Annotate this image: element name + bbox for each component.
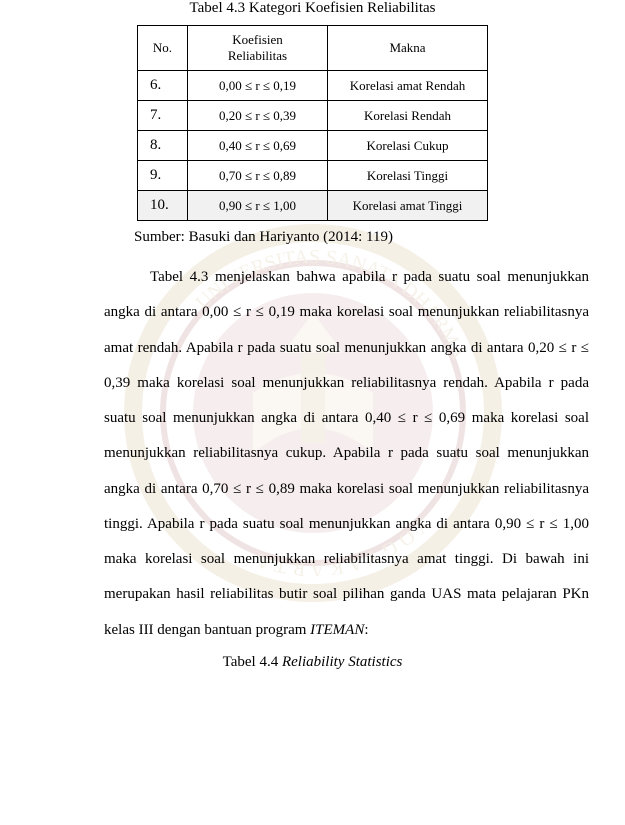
table-row: 7.0,20 ≤ r ≤ 0,39Korelasi Rendah (138, 101, 488, 131)
cell-koefisien: 0,20 ≤ r ≤ 0,39 (188, 101, 328, 131)
header-koefisien: Koefisien Reliabilitas (188, 26, 328, 71)
header-no: No. (138, 26, 188, 71)
cell-makna: Korelasi Cukup (328, 131, 488, 161)
cell-makna: Korelasi Tinggi (328, 161, 488, 191)
table-row: 8.0,40 ≤ r ≤ 0,69Korelasi Cukup (138, 131, 488, 161)
cell-makna: Korelasi amat Rendah (328, 71, 488, 101)
paragraph-text: Tabel 4.3 menjelaskan bahwa apabila r pa… (104, 269, 589, 638)
cell-no: 9. (138, 161, 188, 191)
cell-no: 6. (138, 71, 188, 101)
cell-makna: Korelasi Rendah (328, 101, 488, 131)
table-row: 9.0,70 ≤ r ≤ 0,89Korelasi Tinggi (138, 161, 488, 191)
page-content: Tabel 4.3 Kategori Koefisien Reliabilita… (0, 0, 625, 671)
paragraph-tail: : (364, 622, 368, 638)
table-caption-bottom: Tabel 4.4 Reliability Statistics (30, 654, 595, 671)
cell-no: 10. (138, 191, 188, 221)
cell-no: 8. (138, 131, 188, 161)
table-row: 6.0,00 ≤ r ≤ 0,19Korelasi amat Rendah (138, 71, 488, 101)
cell-koefisien: 0,40 ≤ r ≤ 0,69 (188, 131, 328, 161)
cell-no: 7. (138, 101, 188, 131)
caption-bottom-prefix: Tabel 4.4 (223, 654, 282, 670)
body-paragraph: Tabel 4.3 menjelaskan bahwa apabila r pa… (104, 260, 589, 648)
cell-koefisien: 0,90 ≤ r ≤ 1,00 (188, 191, 328, 221)
reliability-category-table: No. Koefisien Reliabilitas Makna 6.0,00 … (137, 25, 488, 221)
cell-makna: Korelasi amat Tinggi (328, 191, 488, 221)
table-source: Sumber: Basuki dan Hariyanto (2014: 119) (134, 229, 595, 246)
header-makna: Makna (328, 26, 488, 71)
cell-koefisien: 0,00 ≤ r ≤ 0,19 (188, 71, 328, 101)
table-caption-top: Tabel 4.3 Kategori Koefisien Reliabilita… (30, 0, 595, 17)
program-name-italic: ITEMAN (310, 622, 364, 638)
caption-bottom-italic: Reliability Statistics (282, 654, 402, 670)
cell-koefisien: 0,70 ≤ r ≤ 0,89 (188, 161, 328, 191)
table-header-row: No. Koefisien Reliabilitas Makna (138, 26, 488, 71)
table-row: 10.0,90 ≤ r ≤ 1,00Korelasi amat Tinggi (138, 191, 488, 221)
